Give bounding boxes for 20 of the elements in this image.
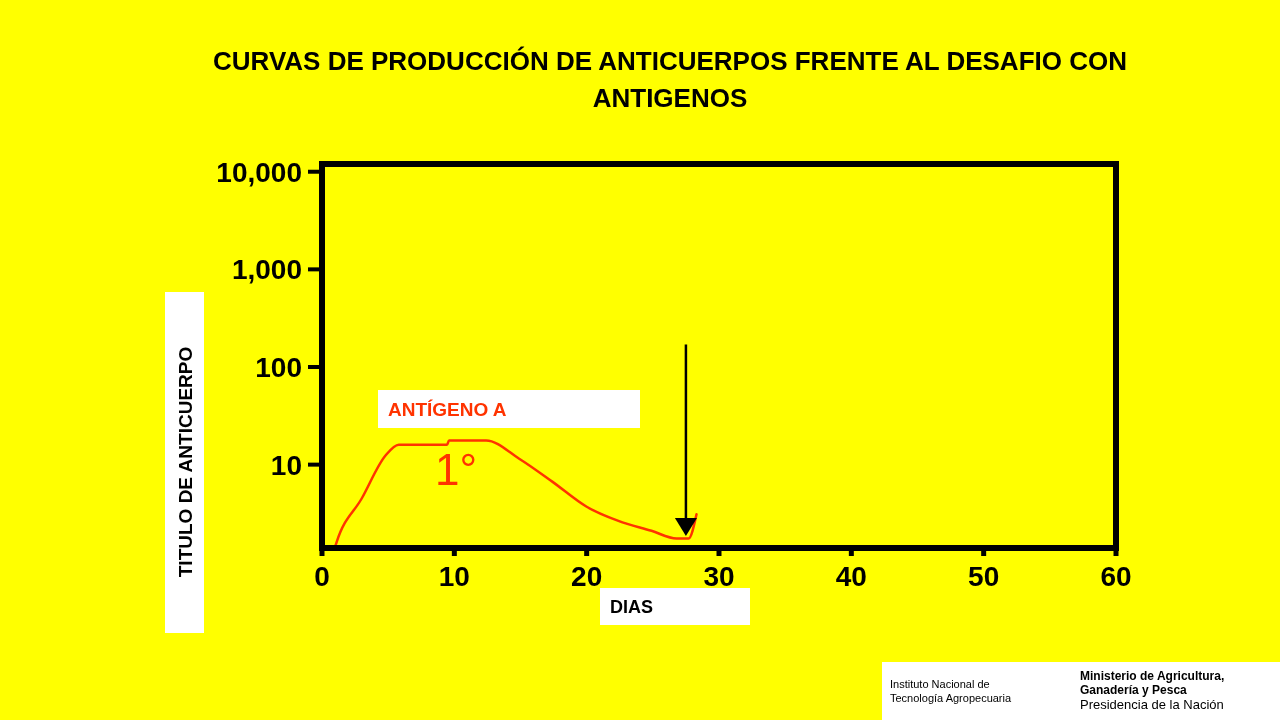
y-tick-label: 100 <box>255 352 302 383</box>
x-tick-label: 60 <box>1100 561 1132 592</box>
y-tick-label: 10 <box>270 449 302 481</box>
x-tick-label: 0 <box>314 561 330 592</box>
annotation: 1° <box>434 445 478 494</box>
text: Presidencia de la Nación <box>1080 697 1224 712</box>
x-tick-label: 50 <box>968 561 1000 592</box>
x-axis-title: DIAS <box>610 597 654 617</box>
line-series <box>333 439 698 548</box>
text: Ministerio de Agricultura, Ganadería y Pesca <box>1080 669 1225 697</box>
x-tick-label: 10 <box>438 561 470 592</box>
y-tick-label: 10,000 <box>216 156 302 188</box>
y-axis-title: TITULO DE ANTICUERPO <box>175 346 196 578</box>
x-tick-label: 40 <box>835 561 867 592</box>
chart-title: CURVAS DE PRODUCCIÓN DE ANTICUERPOS FRENTE AL DESAFIO CON ANTIGENOS <box>213 46 1127 113</box>
series-label: ANTÍGENO A <box>388 399 507 420</box>
x-tick-label: 20 <box>571 561 603 592</box>
x-tick-label: 30 <box>703 561 735 592</box>
text: Instituto Nacional de Tecnología Agropecuaria <box>890 678 1012 704</box>
y-tick-label: 1,000 <box>231 254 302 286</box>
